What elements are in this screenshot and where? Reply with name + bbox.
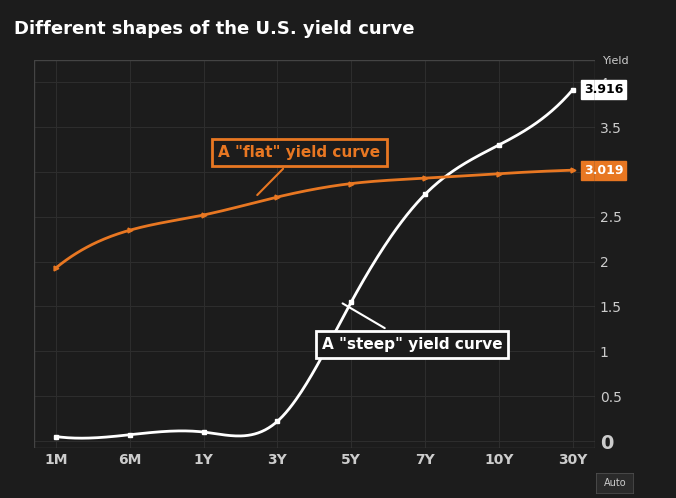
Text: 3.916: 3.916 [584,83,623,96]
Text: Different shapes of the U.S. yield curve: Different shapes of the U.S. yield curve [14,20,414,38]
Text: A "flat" yield curve: A "flat" yield curve [218,144,381,195]
Bar [34,60,595,448]
Text: A "steep" yield curve: A "steep" yield curve [322,303,502,352]
Text: 3.019: 3.019 [584,164,623,177]
Text: Yield: Yield [603,56,630,66]
Text: Auto: Auto [604,478,626,488]
